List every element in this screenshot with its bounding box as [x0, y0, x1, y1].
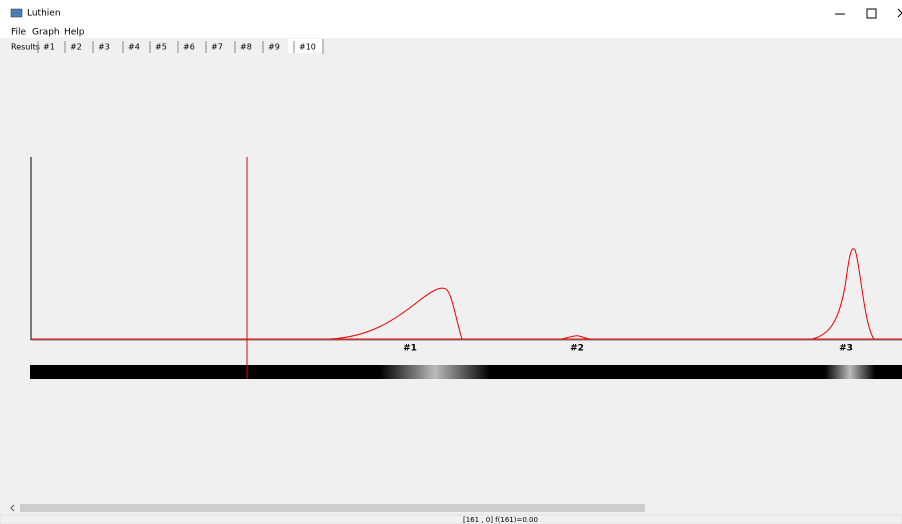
tab[interactable]: #9 [268, 43, 280, 52]
title-bar [0, 0, 902, 26]
spectrum-glow [380, 365, 490, 379]
app-window: Luthien File Graph Help Results#1#2#3#4#… [0, 0, 902, 524]
tab[interactable]: #7 [211, 43, 223, 52]
tab[interactable]: #3 [98, 43, 110, 52]
menu-item[interactable]: File [11, 28, 27, 38]
scroll-thumb[interactable] [20, 504, 645, 512]
menu-item[interactable]: Graph [32, 28, 60, 38]
tab-strip: Results#1 #2 #3 #4 #5 #6 #7 #8 #9 #10 [11, 39, 323, 54]
peak-curve [812, 249, 874, 339]
menu-bar [0, 26, 902, 38]
tab[interactable]: #10 [299, 43, 316, 52]
peak-label: #3 [839, 344, 853, 354]
tab[interactable]: #6 [183, 43, 195, 52]
menu-item[interactable]: Help [64, 28, 85, 38]
spectrum-glow [825, 365, 875, 379]
peak-curve [330, 288, 462, 339]
tab[interactable]: #1 [43, 43, 55, 52]
window-title: Luthien [27, 9, 61, 19]
status-bar [0, 515, 902, 524]
tab[interactable]: #2 [70, 43, 82, 52]
peak-label: #2 [570, 344, 584, 354]
tab[interactable]: Results [11, 43, 40, 52]
tab[interactable]: #5 [155, 43, 167, 52]
tab[interactable]: #8 [240, 43, 252, 52]
tab[interactable]: #4 [128, 43, 140, 52]
peak-label: #1 [403, 344, 417, 354]
app-icon [11, 9, 22, 17]
status-text: [161 , 0] f(161)=0.00 [463, 516, 538, 524]
